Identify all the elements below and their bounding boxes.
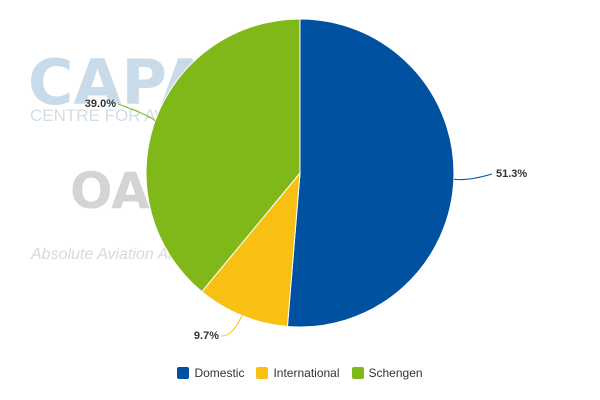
data-label-international: 9.7% bbox=[194, 330, 219, 342]
pie-slice-domestic[interactable] bbox=[286, 18, 455, 328]
legend-swatch-schengen bbox=[351, 367, 364, 379]
connector-international bbox=[220, 315, 243, 337]
legend-item-domestic[interactable]: Domestic bbox=[177, 366, 244, 380]
data-label-schengen: 39.0% bbox=[85, 98, 116, 110]
data-labels: 51.3% 9.7% 39.0% bbox=[85, 98, 528, 342]
label-connectors bbox=[117, 103, 493, 337]
data-label-domestic: 51.3% bbox=[496, 168, 527, 180]
legend: Domestic International Schengen bbox=[0, 366, 600, 380]
legend-item-international[interactable]: International bbox=[256, 366, 340, 380]
connector-domestic bbox=[453, 173, 493, 181]
legend-item-schengen[interactable]: Schengen bbox=[351, 366, 423, 380]
connector-schengen bbox=[117, 103, 156, 122]
legend-label-domestic: Domestic bbox=[194, 366, 245, 380]
legend-label-schengen: Schengen bbox=[368, 366, 423, 380]
legend-swatch-international bbox=[256, 367, 269, 379]
legend-label-international: International bbox=[273, 366, 340, 380]
pie-slice-schengen[interactable] bbox=[145, 18, 301, 293]
legend-swatch-domestic bbox=[177, 367, 190, 379]
pie-slices bbox=[145, 18, 455, 328]
